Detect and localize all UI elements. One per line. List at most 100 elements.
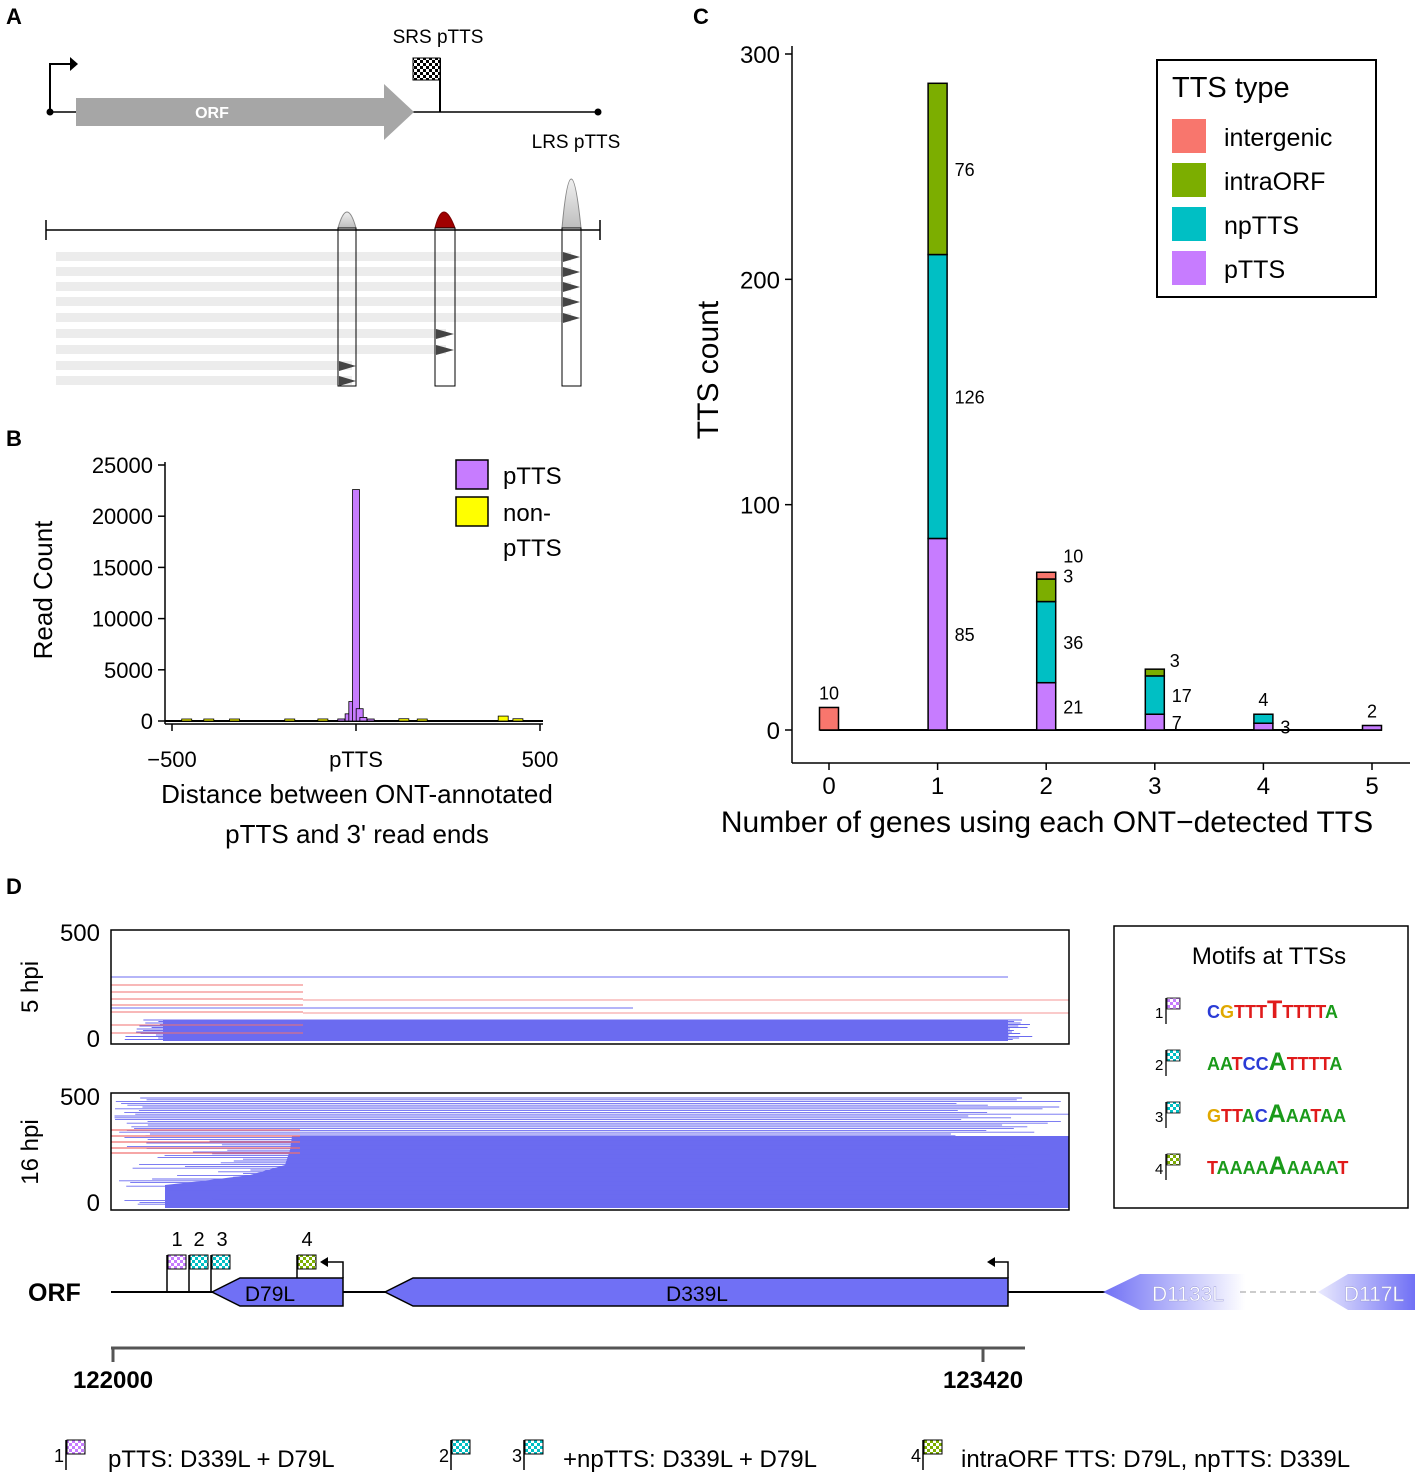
b-bar-non-ptts bbox=[181, 718, 193, 722]
track2-ymax-label: 500 bbox=[60, 1084, 100, 1111]
c-legend-swatch-npttS bbox=[1172, 207, 1206, 241]
c-data-label: 3 bbox=[1170, 651, 1180, 671]
peak-right bbox=[561, 178, 582, 229]
read-end-triangle bbox=[436, 329, 454, 339]
b-y-tick-label: 0 bbox=[141, 709, 153, 734]
b-bar-ptts bbox=[366, 718, 375, 722]
c-x-tick-label: 5 bbox=[1365, 773, 1378, 800]
read-bar bbox=[56, 345, 446, 354]
flag-1-ptts-icon bbox=[167, 1254, 187, 1270]
motif-sequence: GTTACAAATAA bbox=[1207, 1100, 1346, 1128]
b-bar-ptts bbox=[359, 717, 368, 722]
b-bar-non-ptts bbox=[317, 718, 329, 722]
gene-d117l-label: D117L bbox=[1344, 1283, 1404, 1306]
c-x-tick-label: 0 bbox=[822, 773, 835, 800]
read-bar bbox=[56, 376, 352, 385]
panel-b-histogram: 0 5000 10000 15000 20000 25000 −500 pTTS 500 Re… bbox=[28, 453, 562, 849]
flag-2-nptts-icon bbox=[189, 1254, 209, 1270]
read-end-triangle bbox=[563, 297, 580, 307]
c-bar-nptts bbox=[1144, 675, 1166, 715]
c-data-label: 85 bbox=[955, 625, 975, 645]
motif-sequence: AATCCATTTTA bbox=[1207, 1048, 1342, 1076]
gene-d117l bbox=[1318, 1274, 1415, 1310]
b-y-tick-label: 25000 bbox=[92, 453, 153, 478]
panel-a-schematic: ORF SRS pTTS LRS pTTS bbox=[45, 27, 620, 387]
c-data-label: 7 bbox=[1172, 713, 1182, 733]
c-bar-intergenic bbox=[818, 706, 840, 731]
c-bar-ptts bbox=[1253, 722, 1274, 731]
c-x-tick-label: 1 bbox=[931, 773, 944, 800]
flag-3-nptts-icon bbox=[211, 1254, 231, 1270]
track1-ymax-label: 500 bbox=[60, 920, 100, 947]
legend-3-nptts-flag-icon bbox=[524, 1439, 544, 1455]
motif-number: 3 bbox=[1155, 1109, 1163, 1126]
peak-middle bbox=[434, 211, 456, 229]
legend-1-ptts-flag-icon bbox=[66, 1439, 86, 1455]
b-x-axis-title-line1: Distance between ONT-annotated bbox=[161, 779, 553, 809]
c-legend-label-ptts: pTTS bbox=[1224, 256, 1285, 284]
read-end-triangle bbox=[563, 313, 580, 323]
c-legend-swatch-ptts bbox=[1172, 251, 1206, 285]
b-y-tick-label: 20000 bbox=[92, 504, 153, 529]
c-y-tick-label: 100 bbox=[740, 493, 780, 520]
legend-2-nptts-flag-icon bbox=[451, 1439, 471, 1455]
b-x-tick-label: 500 bbox=[522, 747, 559, 772]
c-y-tick-label: 200 bbox=[740, 267, 780, 294]
read-end-triangle bbox=[563, 267, 580, 277]
c-y-tick-label: 300 bbox=[740, 42, 780, 69]
c-data-label: 10 bbox=[819, 683, 839, 703]
orf-arrow-label: ORF bbox=[195, 105, 229, 122]
legend-2-number: 2 bbox=[439, 1446, 449, 1466]
read-end-triangle bbox=[339, 376, 356, 386]
c-data-label: 17 bbox=[1172, 686, 1192, 706]
orf-arrow bbox=[76, 84, 414, 140]
c-legend-label-intergenic: intergenic bbox=[1224, 124, 1332, 152]
motif-number: 4 bbox=[1155, 1161, 1163, 1178]
b-bar-non-ptts bbox=[512, 718, 524, 722]
motif-sequence: TAAAAAAAAAT bbox=[1207, 1152, 1348, 1180]
c-data-label: 126 bbox=[955, 388, 985, 408]
motif-box bbox=[1113, 925, 1409, 1209]
b-legend-label-nonptts-line1: non- bbox=[503, 500, 551, 527]
c-legend-title: TTS type bbox=[1172, 72, 1290, 104]
b-x-tick-label: −500 bbox=[147, 747, 197, 772]
b-bar-non-ptts bbox=[284, 718, 296, 722]
peak-left bbox=[337, 211, 357, 229]
d79l-promoter-arrowhead bbox=[320, 1257, 328, 1267]
motif-flag-ptts-icon bbox=[1166, 997, 1181, 1010]
b-y-tick-label: 5000 bbox=[104, 658, 153, 683]
motif-flag-nptts-icon bbox=[1166, 1101, 1181, 1114]
read-bar bbox=[56, 252, 571, 261]
c-bar-ptts bbox=[927, 537, 948, 731]
b-bar-non-ptts bbox=[398, 718, 410, 722]
b-legend-label-ptts: pTTS bbox=[503, 463, 562, 490]
flag-3-number: 3 bbox=[216, 1229, 227, 1251]
b-y-axis-title: Read Count bbox=[28, 520, 58, 660]
c-bar-intraorf bbox=[1035, 578, 1057, 603]
c-bar-intraorf bbox=[1144, 668, 1166, 677]
flag-4-intraorf-icon bbox=[297, 1254, 317, 1270]
srs-checkered-flag-icon bbox=[412, 57, 441, 81]
read-bar bbox=[56, 361, 352, 370]
b-legend: pTTS non- pTTS bbox=[455, 459, 562, 562]
gene-d1133l-label: D1133L bbox=[1152, 1283, 1224, 1306]
c-data-label: 4 bbox=[1258, 690, 1268, 710]
c-bar-ptts bbox=[1144, 713, 1166, 731]
flag-1-number: 1 bbox=[171, 1229, 182, 1251]
window-right bbox=[561, 227, 582, 387]
b-bar-non-ptts bbox=[416, 718, 428, 722]
panel-d-legend: 1 pTTS: D339L + D79L 2 3 +npTTS: D339L +… bbox=[54, 1439, 1350, 1473]
motif-flag-nptts-icon bbox=[1166, 1049, 1181, 1062]
c-x-tick-label: 3 bbox=[1148, 773, 1161, 800]
b-y-tick-label: 15000 bbox=[92, 555, 153, 580]
c-bar-nptts bbox=[1035, 600, 1057, 684]
c-bar-nptts bbox=[1253, 713, 1274, 724]
c-bar-ptts bbox=[1035, 681, 1057, 731]
c-data-label: 2 bbox=[1367, 701, 1377, 721]
gene-end-dot bbox=[594, 108, 602, 116]
b-bar-non-ptts bbox=[497, 715, 509, 722]
b-x-tick-label: pTTS bbox=[329, 747, 383, 772]
coord-end-label: 123420 bbox=[943, 1367, 1023, 1394]
panel-label-d: D bbox=[6, 874, 22, 899]
